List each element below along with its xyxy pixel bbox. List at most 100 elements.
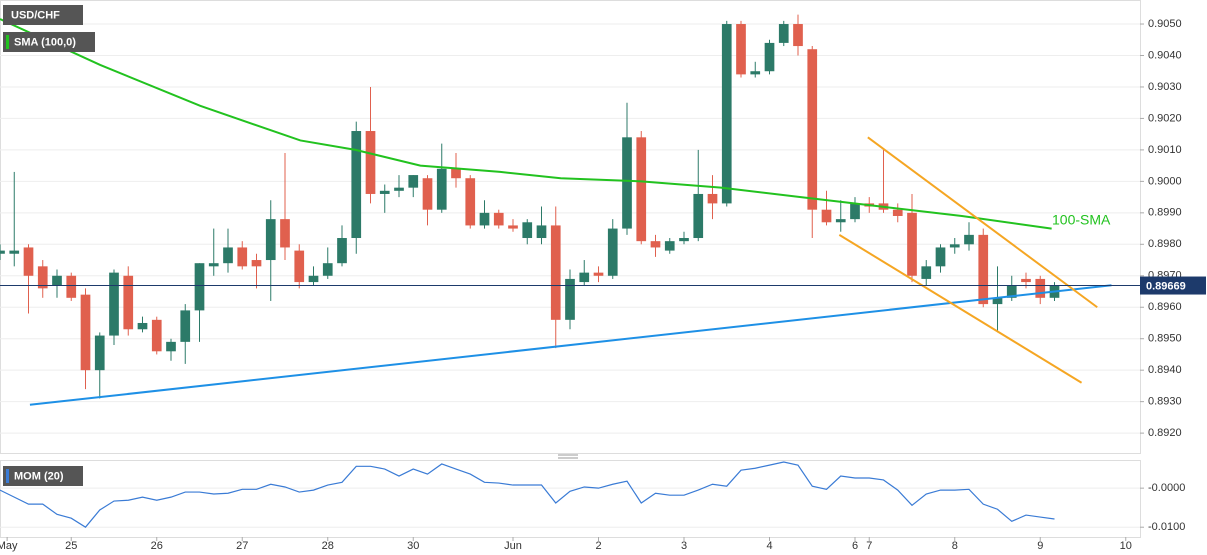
candle-body bbox=[451, 168, 461, 179]
x-tick-label: 10 bbox=[1120, 540, 1132, 552]
candle-body bbox=[166, 341, 176, 352]
candle-body bbox=[180, 310, 191, 342]
candle-body bbox=[280, 219, 290, 248]
y-tick-label: 0.8930 bbox=[1148, 396, 1182, 408]
candle-body bbox=[237, 247, 248, 267]
momentum-panel bbox=[0, 460, 1141, 538]
candle-body bbox=[978, 234, 989, 305]
candle-body bbox=[337, 238, 347, 264]
candle-body bbox=[251, 260, 262, 267]
channel-lower bbox=[838, 234, 1083, 384]
candle-body bbox=[721, 24, 732, 204]
y-tick-label: 0.8990 bbox=[1148, 207, 1182, 219]
channel-upper bbox=[867, 136, 1098, 309]
candle-body bbox=[1035, 278, 1046, 298]
candle-body bbox=[109, 272, 119, 336]
candle-body bbox=[94, 335, 105, 371]
candle-body bbox=[436, 168, 447, 210]
y-tick-label: 0.9000 bbox=[1148, 175, 1182, 187]
sma-annotation: 100-SMA bbox=[1052, 212, 1111, 228]
candle-body bbox=[579, 272, 590, 283]
candle-body bbox=[208, 263, 219, 267]
candle-body bbox=[835, 219, 846, 223]
candle-body bbox=[493, 212, 504, 226]
candle-body bbox=[1006, 285, 1017, 298]
symbol-label: USD/CHF bbox=[11, 9, 60, 21]
candle-body bbox=[137, 322, 148, 330]
price-box bbox=[1140, 276, 1206, 295]
candle-body bbox=[80, 294, 91, 371]
candle-body bbox=[294, 250, 305, 283]
x-tick-label: 2 bbox=[595, 540, 601, 552]
candle-body bbox=[365, 131, 376, 194]
y-tick-label: 0.8950 bbox=[1148, 333, 1182, 345]
candle-body bbox=[921, 266, 932, 279]
x-tick-label: 30 bbox=[407, 540, 419, 552]
x-tick-label: 9 bbox=[1037, 540, 1043, 552]
candle-body bbox=[650, 241, 661, 248]
candle-body bbox=[37, 266, 48, 289]
candle-body bbox=[508, 225, 518, 229]
candle-body bbox=[151, 319, 162, 352]
indicator-box bbox=[3, 32, 95, 52]
main-panel bbox=[0, 0, 1141, 454]
x-tick-label: 26 bbox=[151, 540, 163, 552]
candle-body bbox=[992, 297, 1003, 305]
x-tick-label: 28 bbox=[322, 540, 334, 552]
indicator-swatch bbox=[6, 35, 9, 49]
candle-body bbox=[664, 241, 675, 251]
candle-body bbox=[707, 193, 718, 204]
x-tick-label: 6 bbox=[852, 540, 858, 552]
x-tick-label: 8 bbox=[952, 540, 958, 552]
x-tick-label: Jun bbox=[504, 540, 522, 552]
candle-body bbox=[693, 193, 704, 239]
candle-body bbox=[322, 263, 333, 276]
candle-body bbox=[636, 137, 647, 242]
indicator-label: SMA (100,0) bbox=[14, 36, 76, 48]
candle-body bbox=[750, 71, 761, 75]
candle-body bbox=[679, 238, 689, 242]
momentum-swatch bbox=[6, 469, 9, 483]
support-trendline bbox=[29, 284, 1112, 406]
candle-body bbox=[522, 222, 533, 239]
y-tick-label: 0.9040 bbox=[1148, 49, 1182, 61]
momentum-line bbox=[0, 461, 1055, 528]
candle-body bbox=[949, 244, 960, 248]
candle-body bbox=[223, 247, 233, 264]
x-tick-label: 27 bbox=[236, 540, 248, 552]
y-tick-label: 0.8920 bbox=[1148, 427, 1182, 439]
candle-body bbox=[964, 234, 974, 245]
momentum-box bbox=[3, 466, 83, 486]
candle-body bbox=[66, 275, 77, 298]
x-tick-label: 25 bbox=[65, 540, 77, 552]
y-tick-label: 0.9010 bbox=[1148, 144, 1182, 156]
candle-body bbox=[821, 209, 832, 223]
candle-body bbox=[793, 24, 803, 47]
candle-body bbox=[1021, 278, 1031, 283]
x-tick-label: 7 bbox=[866, 540, 872, 552]
candle-body bbox=[807, 49, 818, 210]
y-tick-label: 0.9050 bbox=[1148, 18, 1182, 30]
candle-body bbox=[394, 187, 404, 191]
candle-body bbox=[736, 24, 746, 75]
candle-body bbox=[351, 131, 362, 239]
candle-body bbox=[194, 263, 205, 311]
candle-body bbox=[52, 275, 62, 286]
candle-body bbox=[907, 212, 917, 276]
candle-body bbox=[9, 250, 20, 254]
candle-body bbox=[0, 250, 5, 254]
candle-body bbox=[379, 190, 390, 194]
momentum-label: MOM (20) bbox=[14, 470, 64, 482]
candle-body bbox=[465, 178, 476, 226]
sma-line bbox=[0, 18, 1052, 230]
candle-body bbox=[593, 272, 604, 276]
y-tick-label: -0.0100 bbox=[1148, 521, 1185, 533]
y-tick-label: 0.9030 bbox=[1148, 81, 1182, 93]
candle-body bbox=[23, 247, 34, 276]
panel-splitter bbox=[558, 454, 578, 459]
y-tick-label: -0.0000 bbox=[1148, 482, 1185, 494]
candle-body bbox=[850, 203, 860, 220]
candle-body bbox=[123, 275, 134, 330]
x-tick-label: 3 bbox=[681, 540, 687, 552]
